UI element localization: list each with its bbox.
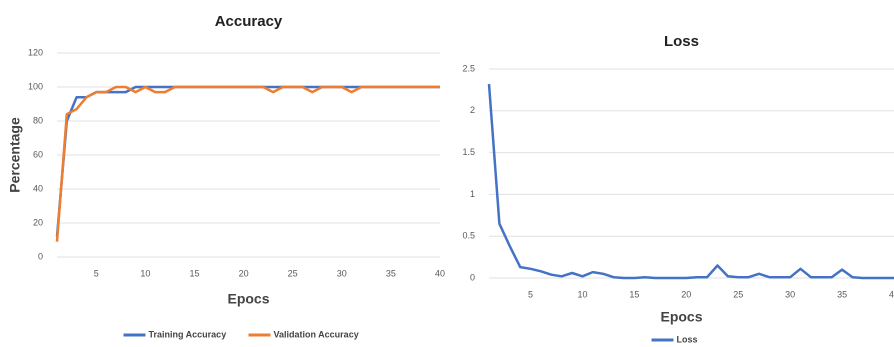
legend-label: Loss (677, 334, 698, 344)
y-tick-label: 0.5 (462, 231, 475, 241)
x-tick-label: 10 (577, 289, 587, 299)
x-tick-label: 25 (733, 289, 743, 299)
y-tick-label: 40 (33, 183, 43, 193)
x-tick-label: 40 (435, 268, 445, 278)
x-tick-label: 30 (785, 289, 795, 299)
x-tick-label: 20 (681, 289, 691, 299)
x-tick-label: 15 (629, 289, 639, 299)
line-series (55, 85, 440, 237)
x-tick-label: 5 (528, 289, 533, 299)
line-series (55, 85, 440, 242)
y-tick-label: 0 (38, 251, 43, 261)
y-tick-label: 2.5 (462, 63, 475, 73)
x-tick-label: 30 (337, 268, 347, 278)
legend-label: Training Accuracy (149, 329, 227, 339)
chart-title: Accuracy (215, 13, 283, 30)
y-tick-label: 20 (33, 217, 43, 227)
x-axis-label: Epocs (660, 309, 702, 325)
x-tick-label: 35 (837, 289, 847, 299)
x-tick-label: 10 (140, 268, 150, 278)
y-tick-label: 0 (470, 272, 475, 282)
y-tick-label: 60 (33, 149, 43, 159)
chart-title: Loss (664, 33, 699, 50)
x-tick-label: 20 (239, 268, 249, 278)
x-tick-label: 40 (889, 289, 894, 299)
y-tick-label: 80 (33, 115, 43, 125)
y-tick-label: 2 (470, 105, 475, 115)
y-tick-label: 120 (28, 47, 43, 57)
y-axis-label: Percentage (7, 117, 23, 193)
x-tick-label: 15 (189, 268, 199, 278)
y-tick-label: 1.5 (462, 147, 475, 157)
x-tick-label: 35 (386, 268, 396, 278)
line-series (487, 83, 894, 280)
y-tick-label: 100 (28, 81, 43, 91)
x-tick-label: 5 (94, 268, 99, 278)
y-tick-label: 1 (470, 189, 475, 199)
x-tick-label: 25 (288, 268, 298, 278)
legend-label: Validation Accuracy (274, 329, 359, 339)
x-axis-label: Epocs (227, 291, 269, 307)
